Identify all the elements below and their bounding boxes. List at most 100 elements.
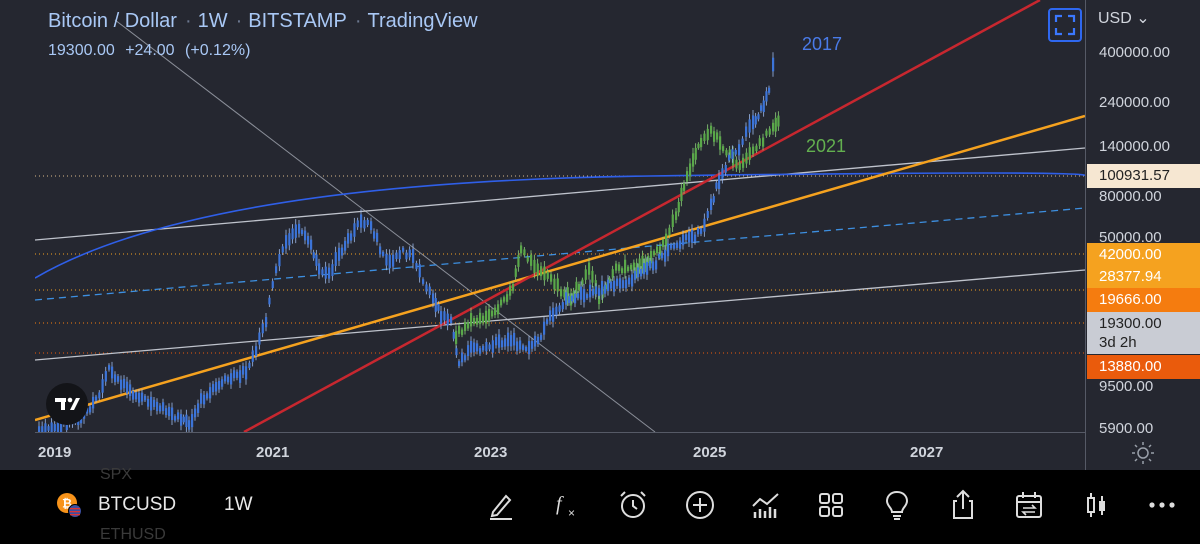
share-icon[interactable]	[946, 488, 980, 522]
price-marker: 42000.00	[1087, 243, 1200, 267]
bitcoin-usd-icon[interactable]: ₿	[56, 492, 82, 518]
candle-body	[561, 302, 564, 310]
candle-body	[461, 352, 464, 363]
candle-body	[703, 133, 706, 141]
annotation-2021[interactable]: 2021	[806, 136, 847, 156]
candle-body	[476, 343, 479, 352]
candle-body	[519, 340, 522, 350]
tradingview-logo[interactable]	[46, 383, 88, 425]
layouts-icon[interactable]	[814, 488, 848, 522]
candle-body	[670, 244, 673, 249]
candle-body	[268, 297, 271, 305]
candle-body	[665, 233, 668, 247]
candle-body	[563, 289, 566, 298]
ideas-icon[interactable]	[880, 488, 914, 522]
candle-body	[315, 254, 318, 266]
indicators-icon[interactable]: f ×	[552, 488, 586, 522]
candle-body	[703, 218, 706, 232]
candle-body	[258, 332, 261, 345]
price-tick: 400000.00	[1099, 44, 1170, 61]
candle-body	[584, 269, 587, 280]
candle-body	[221, 379, 224, 387]
candle-body	[452, 331, 455, 339]
candle-body	[516, 341, 519, 351]
candle-body	[686, 171, 689, 182]
symbol-selector[interactable]: BTCUSD	[98, 494, 177, 515]
candle-body	[126, 381, 129, 394]
candle-body	[395, 252, 398, 260]
candle-body	[347, 233, 350, 244]
chart-type-icon[interactable]	[749, 488, 783, 522]
currency-selector[interactable]: USD ⌄	[1098, 10, 1150, 27]
candle-body	[185, 414, 188, 428]
price-marker: 19666.00	[1087, 288, 1200, 312]
candle-body	[101, 379, 104, 393]
candle-body	[574, 293, 577, 304]
candle-style-icon[interactable]	[1079, 488, 1113, 522]
candle-body	[165, 408, 168, 415]
candle-body	[485, 342, 488, 352]
candle-body	[530, 254, 533, 266]
candle-body	[679, 240, 682, 249]
candle-body	[504, 338, 507, 347]
candle-body	[512, 284, 515, 291]
candle-body	[715, 182, 718, 189]
candle-body	[760, 105, 763, 111]
candle-body	[742, 157, 745, 168]
candle-body	[765, 91, 768, 102]
candle-body	[643, 263, 646, 275]
candle-body	[458, 361, 461, 367]
candle-body	[514, 268, 517, 277]
channel-upper-line	[35, 147, 1085, 241]
candle-body	[510, 335, 513, 347]
candle-body	[650, 251, 653, 264]
bottom-toolbar: SPX ETHUSD ₿ BTCUSD 1W f ×	[0, 466, 1200, 543]
add-icon[interactable]	[683, 488, 717, 522]
btc-candles	[38, 52, 775, 432]
time-label: 2027	[910, 444, 944, 461]
candle-body	[455, 330, 458, 344]
candle-body	[248, 362, 251, 368]
candle-body	[748, 119, 751, 133]
candle-body	[624, 259, 627, 274]
candle-body	[628, 277, 631, 285]
price-marker: 28377.94	[1087, 265, 1200, 289]
candle-body	[598, 288, 601, 296]
candle-body	[745, 152, 748, 164]
candle-body	[467, 345, 470, 357]
alert-icon[interactable]	[616, 488, 650, 522]
candle-body	[546, 319, 549, 324]
horizontal-dotted-levels	[35, 175, 1085, 354]
price-chart[interactable]	[0, 0, 1085, 470]
candle-body	[588, 262, 591, 275]
chart-area[interactable]: Bitcoin / Dollar · 1W · BITSTAMP · TradingView…	[0, 0, 1200, 470]
fullscreen-button[interactable]	[1048, 8, 1082, 42]
candle-body	[719, 136, 722, 150]
candle-body	[200, 393, 203, 404]
channel-lower-line	[35, 269, 1085, 361]
candle-body	[265, 317, 268, 328]
candle-body	[412, 249, 415, 263]
candle-body	[251, 350, 254, 362]
candle-body	[206, 393, 209, 399]
candle-body	[425, 284, 428, 292]
annotation-2017[interactable]: 2017	[802, 34, 843, 54]
more-icon[interactable]	[1145, 488, 1179, 522]
symbol-name: Bitcoin / Dollar	[48, 10, 177, 32]
candle-body	[621, 268, 624, 274]
candle-body	[497, 304, 500, 315]
candle-body	[41, 426, 44, 432]
candle-body	[613, 280, 616, 292]
trend-lines[interactable]	[35, 0, 1085, 432]
candle-body	[437, 303, 440, 311]
price-tick: 50000.00	[1099, 229, 1162, 246]
replay-icon[interactable]	[1012, 488, 1046, 522]
interval-selector[interactable]: 1W	[224, 494, 253, 515]
candle-body	[577, 293, 580, 299]
candle-body	[549, 310, 552, 321]
candle-body	[580, 286, 583, 300]
candle-body	[443, 311, 446, 321]
draw-icon[interactable]	[484, 488, 518, 522]
candle-body	[694, 147, 697, 160]
settings-sun-icon[interactable]	[1131, 441, 1155, 465]
